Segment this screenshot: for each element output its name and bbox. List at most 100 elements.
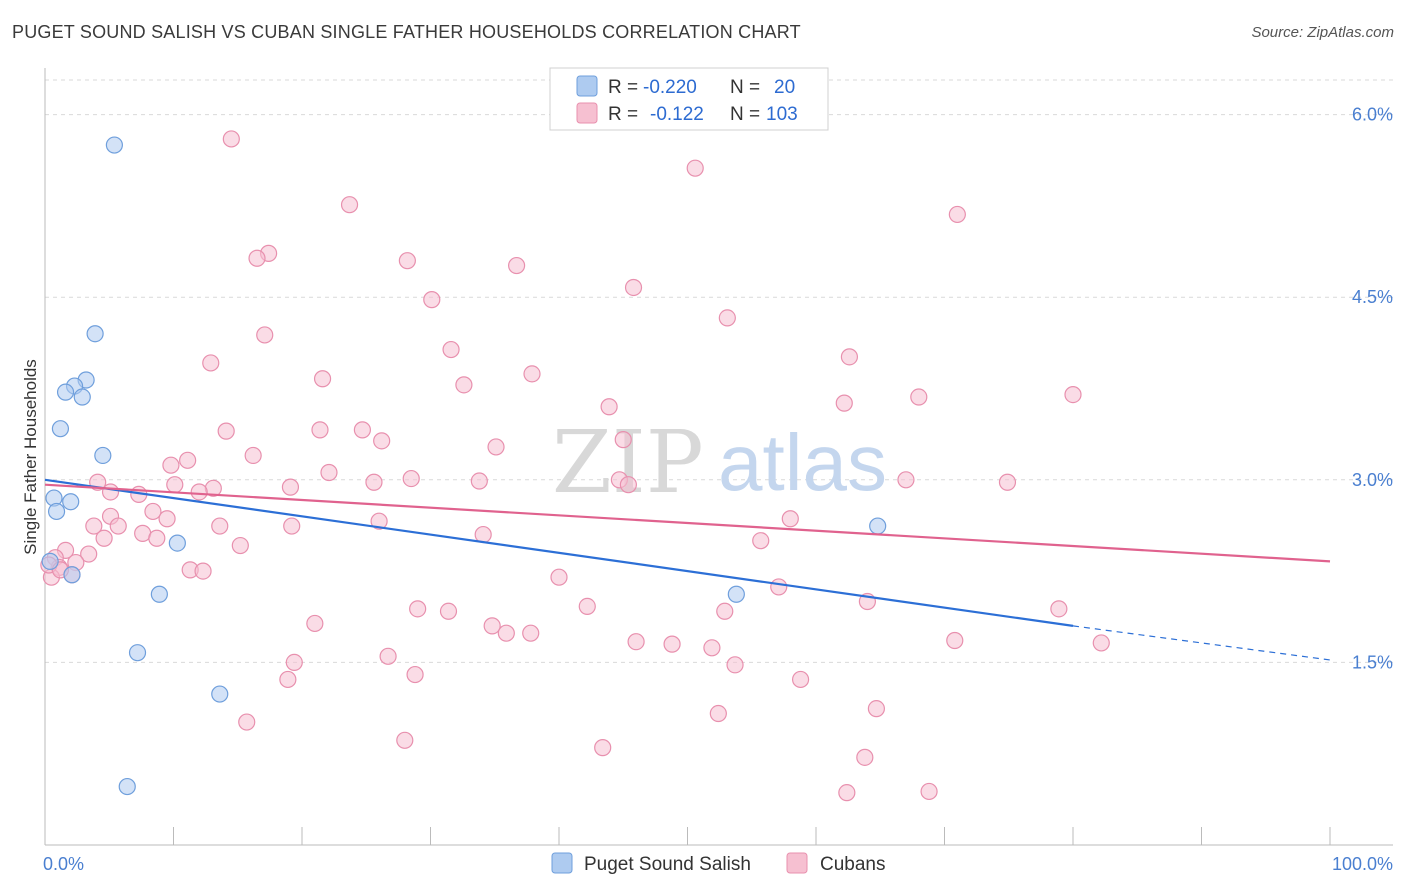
pink-point <box>281 478 300 496</box>
pink-point <box>373 432 391 450</box>
pink-point <box>718 309 736 327</box>
pink-point <box>423 291 441 309</box>
blue-point <box>727 585 745 603</box>
pink-point <box>211 517 229 535</box>
chart-title: PUGET SOUND SALISH VS CUBAN SINGLE FATHE… <box>12 22 801 42</box>
blue-point <box>62 493 80 511</box>
pink-point <box>483 617 501 635</box>
blue-point <box>47 502 66 521</box>
pink-point <box>594 739 612 757</box>
legend-n-value-1: 20 <box>774 77 795 98</box>
pink-point <box>920 782 938 801</box>
pink-point <box>365 473 383 491</box>
pink-point <box>686 159 704 177</box>
pink-point <box>231 536 249 555</box>
legend-n-value-2: 103 <box>766 104 798 125</box>
pink-point <box>396 731 414 749</box>
pink-point <box>910 388 928 406</box>
axes <box>44 68 1393 846</box>
y-tick-labels: 1.5% 3.0% 4.5% 6.0% <box>1352 105 1393 673</box>
pink-point <box>624 278 643 297</box>
pink-point <box>470 472 488 490</box>
y-tick-label-1: 3.0% <box>1352 470 1393 490</box>
x-tick-labels: 0.0% 100.0% <box>43 854 1393 874</box>
watermark-zip: ZIP <box>552 413 704 513</box>
cubans-points <box>40 130 1110 802</box>
blue-point <box>168 534 186 552</box>
y-axis-label: Single Father Households <box>21 359 40 555</box>
bottom-legend-swatch-pink <box>786 852 808 874</box>
legend-r-value-1: -0.220 <box>643 77 697 98</box>
bottom-legend: Puget Sound Salish Cubans <box>551 852 886 875</box>
puget-sound-salish-points <box>41 136 887 796</box>
blue-point <box>41 552 59 570</box>
pink-point <box>867 700 885 718</box>
pink-point <box>409 600 427 618</box>
x-tick-label-1: 100.0% <box>1332 854 1393 874</box>
blue-point <box>118 777 136 796</box>
pink-point <box>726 656 744 674</box>
watermark-atlas: atlas <box>718 418 887 507</box>
pink-point <box>313 370 332 388</box>
pink-point <box>166 476 184 494</box>
top-legend: R = -0.220 N = 20 R = -0.122 N = 103 <box>549 67 829 131</box>
pink-point <box>179 451 197 469</box>
pink-point <box>781 510 799 528</box>
legend-r-label-1: R = <box>608 77 638 98</box>
pink-point <box>379 647 397 665</box>
pink-point <box>522 624 540 642</box>
blue-point <box>73 388 91 406</box>
pink-point <box>600 398 618 416</box>
pink-point <box>507 256 526 275</box>
pink-point <box>455 376 473 394</box>
pink-point <box>439 602 458 620</box>
pink-point <box>897 471 915 489</box>
pink-point <box>703 639 721 657</box>
pink-point <box>946 631 964 650</box>
legend-n-label-1: N = <box>730 77 760 98</box>
blue-trend-line <box>44 478 1074 627</box>
blue-point <box>150 585 168 603</box>
pink-point <box>190 483 208 501</box>
x-tick-label-0: 0.0% <box>43 854 84 874</box>
pink-point <box>627 633 645 651</box>
pink-point <box>144 502 162 521</box>
pink-point <box>158 510 176 528</box>
pink-point <box>95 529 113 547</box>
pink-point <box>217 422 235 440</box>
pink-point <box>320 463 338 482</box>
pink-point <box>148 529 166 547</box>
legend-n-label-2: N = <box>730 104 760 125</box>
pink-point <box>398 252 416 270</box>
trend-lines <box>44 478 1331 661</box>
pink-point <box>244 446 262 465</box>
pink-point <box>716 602 734 620</box>
pink-point <box>619 476 637 494</box>
pink-point <box>497 624 515 642</box>
pink-point <box>1050 600 1068 618</box>
pink-point <box>248 249 266 267</box>
pink-point <box>194 562 212 580</box>
blue-point <box>869 517 887 535</box>
pink-point <box>406 665 424 684</box>
blue-point <box>51 420 70 438</box>
pink-point <box>353 421 371 439</box>
blue-point <box>94 446 112 465</box>
pink-point <box>948 205 966 224</box>
blue-point <box>211 685 229 703</box>
pink-point <box>487 438 505 456</box>
legend-r-label-2: R = <box>608 104 638 125</box>
pink-point <box>840 348 859 366</box>
pink-point <box>109 517 127 535</box>
pink-point <box>340 196 359 214</box>
pink-point <box>238 713 256 731</box>
pink-point <box>256 326 274 344</box>
pink-point <box>1064 385 1082 404</box>
pink-point <box>752 532 770 550</box>
pink-point <box>1092 634 1110 652</box>
pink-point <box>578 597 596 616</box>
blue-point <box>86 325 104 343</box>
pink-point <box>222 130 240 148</box>
pink-point <box>283 517 301 535</box>
pink-point <box>402 469 420 488</box>
